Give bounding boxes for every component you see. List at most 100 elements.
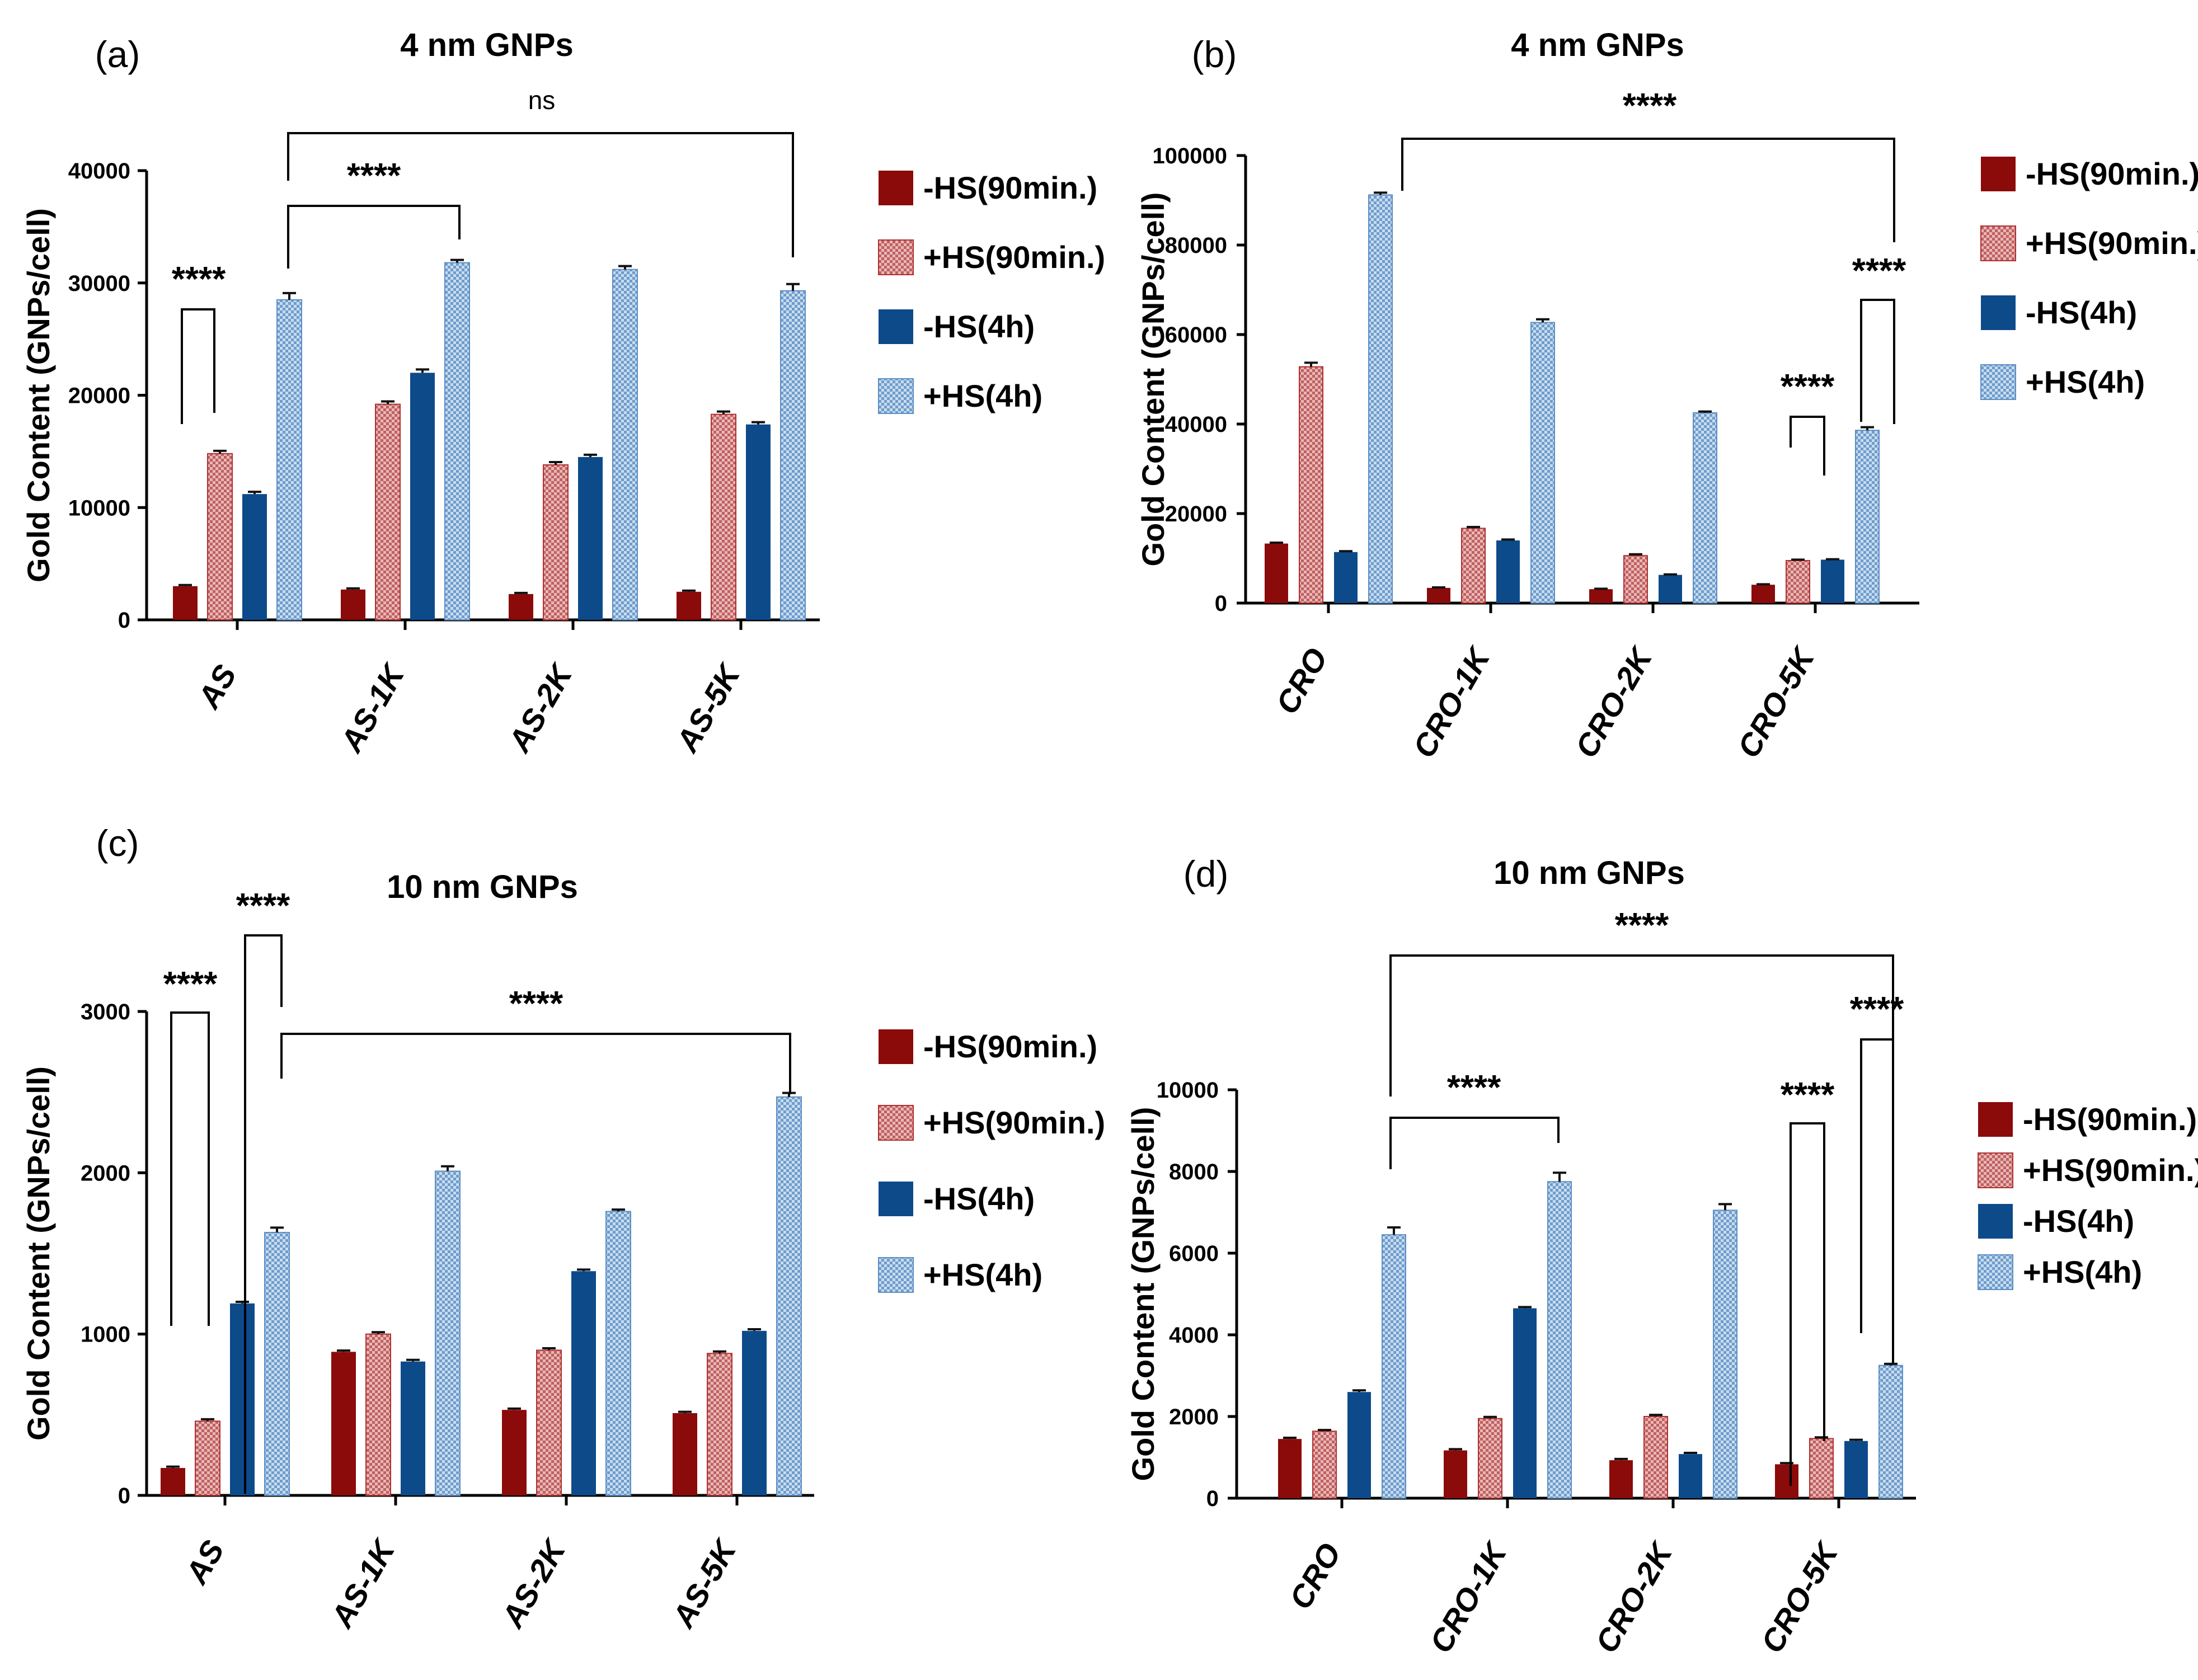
bar (509, 594, 533, 620)
y-tick-label: 80000 (1165, 233, 1227, 258)
y-tick-label: 10000 (1157, 1078, 1219, 1103)
bar (1347, 1392, 1371, 1498)
x-tick-label: AS-2K (494, 1532, 573, 1634)
chart-title: 4 nm GNPs (400, 27, 573, 63)
bar (264, 1232, 290, 1496)
bar (1444, 1450, 1467, 1498)
significance-label: **** (163, 965, 218, 1004)
bar (1821, 559, 1844, 603)
bar (1775, 1464, 1798, 1498)
y-tick-label: 20000 (68, 384, 130, 408)
bar (1547, 1181, 1572, 1499)
bar (578, 457, 603, 620)
significance-label: **** (1615, 906, 1669, 945)
chart-panel-b: (b) 4 nm GNPs Gold Content (GNPs/cell) 0 200… (1135, 27, 2198, 764)
significance-label: **** (1781, 1076, 1835, 1114)
bar (1659, 575, 1682, 603)
significance-bracket (1790, 1122, 1825, 1486)
x-tick-label: CRO-1K (1422, 1535, 1514, 1658)
bar (502, 1410, 527, 1495)
legend-swatch (1980, 364, 2016, 400)
chart-panel-a: (a) 4 nm GNPs Gold Content (GNPs/cell) 0 100… (21, 27, 1105, 759)
bar (1878, 1364, 1903, 1499)
x-tick-label: AS-1K (333, 657, 412, 759)
bar (543, 464, 569, 621)
x-tick-label: CRO-5K (1730, 640, 1822, 763)
significance-bracket (280, 1033, 791, 1094)
y-tick-label: 30000 (68, 271, 130, 296)
bar (1589, 589, 1613, 603)
bar (1751, 585, 1775, 603)
legend-swatch (1978, 1152, 2013, 1188)
bar (1713, 1210, 1737, 1499)
bar (780, 290, 806, 620)
bar (711, 413, 736, 620)
y-tick-label: 0 (1215, 591, 1227, 616)
legend-label: +HS(90min.) (2026, 225, 2198, 261)
significance-bracket (170, 1011, 210, 1326)
legend-label: +HS(4h) (2026, 364, 2145, 399)
significance-label: **** (1850, 990, 1904, 1029)
bar (1427, 587, 1450, 603)
significance-bracket (287, 132, 794, 257)
chart-title: 10 nm GNPs (1493, 855, 1685, 891)
x-tick-label: AS-1K (323, 1532, 402, 1634)
bar (1844, 1441, 1868, 1498)
y-tick-label: 40000 (68, 159, 130, 183)
y-tick-label: 4000 (1169, 1323, 1219, 1348)
bar (365, 1333, 391, 1497)
legend-swatch (878, 239, 914, 275)
y-tick-label: 100000 (1153, 144, 1227, 168)
bar (173, 586, 198, 620)
bar (341, 589, 365, 620)
significance-bracket (1389, 954, 1894, 1097)
significance-bracket (181, 308, 215, 424)
legend-label: -HS(4h) (2023, 1203, 2134, 1239)
bar (1368, 194, 1393, 604)
legend-label: -HS(90min.) (2026, 156, 2198, 191)
significance-bracket (287, 205, 461, 269)
chart-panel-d: (d) 10 nm GNPs Gold Content (GNPs/cell) 0 20… (1125, 853, 2198, 1659)
significance-bracket (1389, 1117, 1560, 1169)
y-tick-label: 0 (1206, 1486, 1219, 1511)
significance-bracket (1790, 416, 1825, 476)
significance-bracket (1860, 1038, 1894, 1363)
significance-bracket (1401, 138, 1895, 242)
bar (776, 1096, 802, 1496)
bar (742, 1330, 767, 1495)
legend-swatch (878, 1257, 914, 1293)
legend-label: +HS(4h) (923, 378, 1042, 413)
y-tick-label: 0 (118, 1484, 130, 1508)
legend-label: +HS(90min.) (923, 1105, 1105, 1140)
x-tick-label: CRO (1283, 1537, 1348, 1615)
bar (1312, 1430, 1337, 1499)
bar (207, 453, 233, 620)
legend-label: -HS(4h) (2026, 295, 2137, 330)
bar (746, 424, 771, 620)
legend-label: +HS(4h) (2023, 1254, 2142, 1290)
bar (1265, 543, 1288, 603)
legend-swatch (1978, 1204, 2013, 1239)
legend-label: -HS(4h) (923, 1181, 1035, 1216)
significance-label: **** (236, 887, 290, 925)
y-tick-label: 40000 (1165, 412, 1227, 437)
significance-label: **** (347, 157, 401, 195)
bar (1609, 1460, 1633, 1498)
y-tick-label: 1000 (81, 1323, 130, 1347)
significance-label: **** (1852, 252, 1906, 290)
x-tick-label: CRO-1K (1406, 640, 1497, 763)
bar (1693, 412, 1717, 604)
y-tick-label: 2000 (81, 1161, 130, 1185)
bar (410, 373, 435, 620)
bar (375, 403, 401, 620)
y-axis-label: Gold Content (GNPs/cell) (1125, 1107, 1161, 1481)
bar (1679, 1454, 1702, 1498)
significance-label: **** (1623, 87, 1677, 125)
x-tick-label: AS-5K (665, 1532, 744, 1634)
bar (161, 1467, 185, 1495)
bar (1299, 366, 1323, 604)
significance-label: **** (1447, 1069, 1501, 1107)
legend-swatch (879, 1029, 913, 1064)
bar (1786, 560, 1810, 604)
